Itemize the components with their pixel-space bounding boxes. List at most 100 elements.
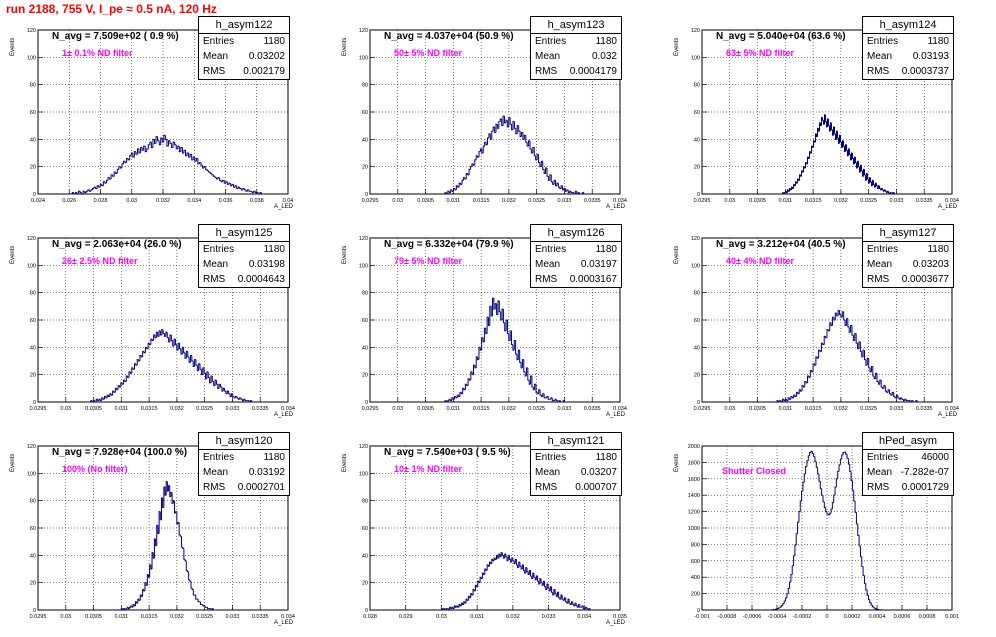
x-axis-label: A_LED xyxy=(938,412,957,418)
x-tick-label: 0.03 xyxy=(724,198,735,204)
y-tick-label: 20 xyxy=(362,581,368,587)
y-tick-label: 20 xyxy=(694,373,700,379)
stats-mean-label: Mean xyxy=(535,465,560,480)
x-tick-label: 0.032 xyxy=(834,406,848,412)
y-tick-label: 20 xyxy=(30,165,36,171)
stats-entries-value: 46000 xyxy=(921,450,949,465)
x-tick-label: 0.032 xyxy=(834,198,848,204)
stats-mean-label: Mean xyxy=(867,49,892,64)
stats-rms-label: RMS xyxy=(535,480,557,495)
y-tick-label: 1400 xyxy=(688,493,700,499)
stats-rms-label: RMS xyxy=(535,64,557,79)
y-tick-label: 40 xyxy=(30,345,36,351)
stats-mean-label: Mean xyxy=(203,257,228,272)
stats-rms-value: 0.0001729 xyxy=(902,480,949,495)
x-tick-label: 0.031 xyxy=(446,406,460,412)
x-tick-label: 0.03 xyxy=(724,406,735,412)
histogram-name: h_asym122 xyxy=(199,17,289,34)
y-tick-label: 20 xyxy=(30,373,36,379)
stats-mean-value: 0.03202 xyxy=(249,49,285,64)
y-tick-label: 100 xyxy=(691,263,700,269)
filter-note: 100% (No filter) xyxy=(62,464,128,474)
y-tick-label: 0 xyxy=(697,400,700,406)
stats-entries-value: 1180 xyxy=(263,34,285,49)
y-tick-label: 0 xyxy=(365,400,368,406)
y-tick-label: 100 xyxy=(27,55,36,61)
x-tick-label: 0.0295 xyxy=(362,406,379,412)
y-tick-label: 60 xyxy=(30,318,36,324)
filter-note: 63± 5% ND filter xyxy=(726,48,794,58)
stats-entries-label: Entries xyxy=(203,34,234,49)
y-tick-label: 80 xyxy=(30,83,36,89)
stats-entries-label: Entries xyxy=(203,242,234,257)
x-tick-label: 0.0008 xyxy=(919,614,936,620)
x-tick-label: 0.0305 xyxy=(749,198,766,204)
stats-entries-label: Entries xyxy=(203,450,234,465)
y-tick-label: 40 xyxy=(694,345,700,351)
y-tick-label: 200 xyxy=(691,592,700,598)
y-axis-label: Events xyxy=(342,454,348,472)
y-tick-label: 60 xyxy=(694,318,700,324)
y-axis-label: Events xyxy=(674,454,680,472)
x-tick-label: 0.0335 xyxy=(916,406,933,412)
n-avg-label: N_avg = 5.040e+04 (63.6 %) xyxy=(716,31,846,42)
x-tick-label: 0.0335 xyxy=(252,406,269,412)
stats-rms-value: 0.0003677 xyxy=(902,272,949,287)
y-tick-label: 80 xyxy=(694,291,700,297)
y-tick-label: 100 xyxy=(359,471,368,477)
stats-rms-value: 0.0004179 xyxy=(570,64,617,79)
x-tick-label: 0.031 xyxy=(114,614,128,620)
y-tick-label: 60 xyxy=(694,110,700,116)
x-tick-label: 0.0006 xyxy=(894,614,911,620)
stats-rms-value: 0.000707 xyxy=(575,480,617,495)
x-tick-label: 0.032 xyxy=(170,614,184,620)
y-tick-label: 1200 xyxy=(688,510,700,516)
x-tick-label: 0.0305 xyxy=(749,406,766,412)
histogram-name: h_asym127 xyxy=(863,225,953,242)
x-tick-label: 0.031 xyxy=(446,198,460,204)
stats-mean-label: Mean xyxy=(867,257,892,272)
filter-note: 50± 5% ND filter xyxy=(394,48,462,58)
y-tick-label: 60 xyxy=(362,318,368,324)
x-tick-label: 0.038 xyxy=(250,198,264,204)
x-tick-label: 0.0335 xyxy=(584,406,601,412)
x-tick-label: 0.0295 xyxy=(694,198,711,204)
x-tick-label: 0.0295 xyxy=(362,198,379,204)
x-tick-label: 0.0295 xyxy=(694,406,711,412)
y-tick-label: 40 xyxy=(362,345,368,351)
stats-rms-label: RMS xyxy=(867,272,889,287)
y-tick-label: 80 xyxy=(30,499,36,505)
x-tick-label: 0.0002 xyxy=(844,614,861,620)
filter-note: 40± 4% ND filter xyxy=(726,256,794,266)
stats-rms-value: 0.0003737 xyxy=(902,64,949,79)
x-tick-label: 0.033 xyxy=(542,614,556,620)
y-axis-label: Events xyxy=(674,38,680,56)
stats-rms-label: RMS xyxy=(203,64,225,79)
y-tick-label: 600 xyxy=(691,559,700,565)
x-tick-label: 0.031 xyxy=(778,198,792,204)
filter-note: 1± 0.1% ND filter xyxy=(62,48,132,58)
histogram-name: h_asym123 xyxy=(531,17,621,34)
y-tick-label: 20 xyxy=(694,165,700,171)
x-tick-label: 0.031 xyxy=(114,406,128,412)
y-tick-label: 40 xyxy=(362,137,368,143)
x-tick-label: 0.036 xyxy=(219,198,233,204)
stats-entries-label: Entries xyxy=(867,242,898,257)
y-tick-label: 0 xyxy=(697,192,700,198)
x-tick-label: 0.0315 xyxy=(473,406,490,412)
